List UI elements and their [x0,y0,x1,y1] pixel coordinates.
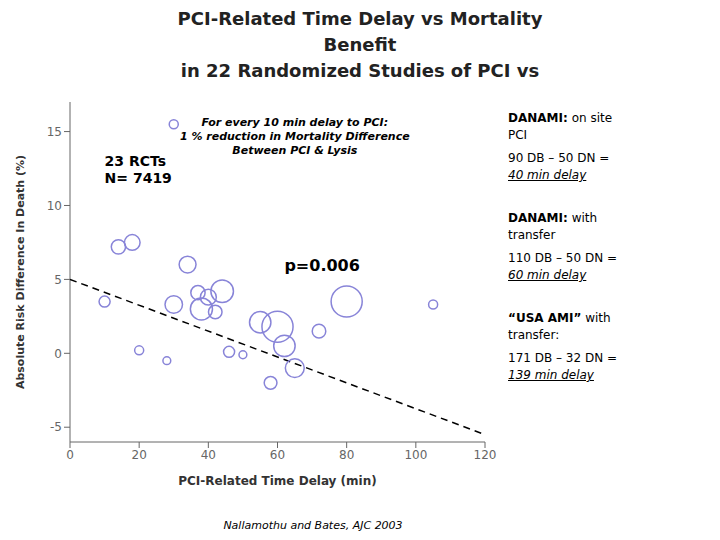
html-text:DANAMI: on site: DANAMI: on site [508,111,613,125]
html-text:60 min delay: 60 min delay [508,268,587,282]
html-text:139 min delay: 139 min delay [508,368,594,382]
svg-text:PCI-Related Time Delay (min): PCI-Related Time Delay (min) [178,474,376,488]
svg-text:23 RCTsN= 7419: 23 RCTsN= 7419 [105,153,172,186]
html-text:90 DB – 50 DN =: 90 DB – 50 DN = [508,151,610,165]
html-text:in 22 Randomized Studies of PC: in 22 Randomized Studies of PCI vs [180,60,540,81]
html-text:PCI-Related Time Delay vs Mort: PCI-Related Time Delay vs Mortality [177,8,543,29]
html-text:Nallamothu and Bates, AJC 2003: Nallamothu and Bates, AJC 2003 [223,519,403,532]
html-text:40 min delay: 40 min delay [508,168,587,182]
svg-text:5: 5 [54,273,62,287]
svg-text:15: 15 [47,125,62,139]
svg-text:20: 20 [132,448,147,462]
svg-text:0: 0 [54,347,62,361]
svg-text:p=0.006: p=0.006 [284,256,359,275]
svg-text:Absolute Risk Difference In De: Absolute Risk Difference In Death (%) [14,155,27,389]
svg-text:80: 80 [339,448,354,462]
html-text:transfer: transfer [508,228,556,242]
html-text:PCI: PCI [508,128,528,142]
svg-text:120: 120 [474,448,497,462]
svg-text:100: 100 [404,448,427,462]
svg-text:10: 10 [47,199,62,213]
html-text:Benefit: Benefit [323,34,397,55]
svg-text:0: 0 [66,448,74,462]
svg-text:For every 10 min delay to PCI:: For every 10 min delay to PCI:1 % reduct… [180,116,410,157]
svg-text:-5: -5 [50,420,62,434]
html-text:“USA AMI” with: “USA AMI” with [508,311,611,325]
svg-text:40: 40 [201,448,216,462]
html-text:110 DB – 50 DN =: 110 DB – 50 DN = [508,251,617,265]
html-text:DANAMI: with: DANAMI: with [508,211,598,225]
html-text:transfer:: transfer: [508,328,560,342]
html-text:171 DB – 32 DN =: 171 DB – 32 DN = [508,351,617,365]
svg-text:60: 60 [270,448,285,462]
